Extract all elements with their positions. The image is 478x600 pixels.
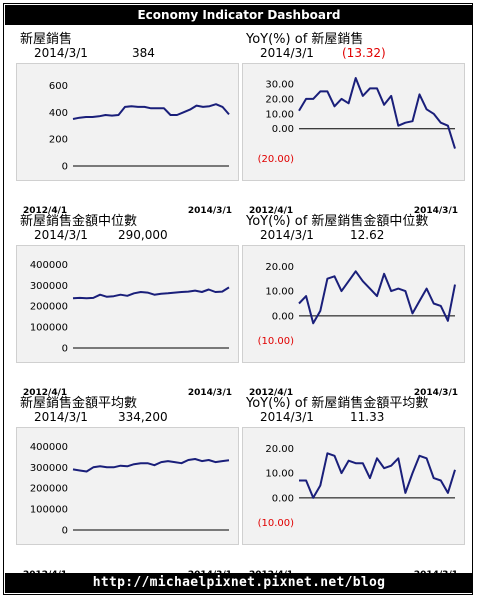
y-tick-label: 20.00 (265, 94, 294, 105)
line-chart: (20.00) 0.00 10.00 20.00 30.00 (258, 77, 456, 165)
y-tick-label: 0 (62, 344, 68, 355)
latest-date: 2014/3/1 (34, 228, 88, 242)
chart-area: 0 200 400 600 2012/4/1 2014/3/1 (16, 63, 239, 216)
x-start-label: 2012/4/1 (23, 206, 68, 216)
y-tick-label: (10.00) (258, 518, 295, 529)
y-tick-label: 400 (49, 108, 68, 119)
panel-median-price-yoy: YoY(%) of 新屋銷售金額中位數 2014/3/1 12.62 (10.0… (240, 210, 470, 398)
dashboard-title: Economy Indicator Dashboard (5, 5, 473, 25)
panel-new-home-sales: 新屋銷售 2014/3/1 384 0 200 400 600 2012/4/1 20… (14, 28, 244, 216)
latest-value: 334,200 (118, 410, 168, 424)
latest-date: 2014/3/1 (34, 46, 88, 60)
chart-area: 0 100000 200000 300000 400000 2012/4/1 2014/… (16, 245, 239, 398)
x-start-label: 2012/4/1 (249, 206, 294, 216)
latest-date: 2014/3/1 (260, 46, 314, 60)
y-tick-label: 0 (62, 526, 68, 537)
line-chart: 0 100000 200000 300000 400000 (30, 442, 230, 537)
y-tick-label: 300000 (30, 281, 68, 292)
latest-date: 2014/3/1 (260, 228, 314, 242)
series-line (72, 458, 230, 473)
x-end-label: 2014/3/1 (187, 206, 232, 216)
latest-value: 290,000 (118, 228, 168, 242)
x-start-label: 2012/4/1 (23, 388, 68, 398)
panel-title: YoY(%) of 新屋銷售金額中位數 (246, 214, 429, 229)
chart-area: (10.00) 0.00 10.00 20.00 2012/4/1 2014/3/1 (242, 245, 465, 398)
panel-title: 新屋銷售金額中位數 (20, 214, 138, 229)
series-line (72, 103, 230, 120)
latest-value: 12.62 (350, 228, 385, 242)
y-tick-label: (20.00) (258, 154, 295, 165)
latest-value: 384 (132, 46, 155, 60)
panel-title: 新屋銷售 (20, 32, 73, 47)
line-chart: (10.00) 0.00 10.00 20.00 (258, 444, 456, 529)
chart-area: (20.00) 0.00 10.00 20.00 30.00 2012/4/1 2014… (242, 63, 465, 216)
panel-average-price-yoy: YoY(%) of 新屋銷售金額平均數 2014/3/1 11.33 (10.0… (240, 392, 470, 580)
y-tick-label: 300000 (30, 463, 68, 474)
panel-title: YoY(%) of 新屋銷售 (246, 32, 364, 47)
y-tick-label: 20.00 (265, 444, 294, 455)
latest-date: 2014/3/1 (34, 410, 88, 424)
y-tick-label: 200000 (30, 302, 68, 313)
series-line (298, 270, 456, 325)
x-end-label: 2014/3/1 (413, 206, 458, 216)
footer-url: http://michaelpixnet.pixnet.net/blog (5, 573, 473, 593)
y-tick-label: 0.00 (272, 311, 294, 322)
line-chart: 0 200 400 600 (49, 81, 230, 173)
y-tick-label: 200000 (30, 484, 68, 495)
y-tick-label: 30.00 (265, 79, 294, 90)
latest-value: (13.32) (342, 46, 386, 60)
y-tick-label: 600 (49, 81, 68, 92)
y-tick-label: 10.00 (265, 287, 294, 298)
y-tick-label: 20.00 (265, 262, 294, 273)
panel-new-home-sales-yoy: YoY(%) of 新屋銷售 2014/3/1 (13.32) (20.00) 0… (240, 28, 470, 216)
panel-title: 新屋銷售金額平均數 (20, 396, 138, 411)
y-tick-label: 10.00 (265, 109, 294, 120)
panel-title: YoY(%) of 新屋銷售金額平均數 (246, 396, 429, 411)
latest-value: 11.33 (350, 410, 385, 424)
y-tick-label: 0 (62, 162, 68, 173)
x-end-label: 2014/3/1 (413, 388, 458, 398)
y-tick-label: 100000 (30, 323, 68, 334)
panel-average-price: 新屋銷售金額平均數 2014/3/1 334,200 0 100000 200000… (14, 392, 244, 580)
x-end-label: 2014/3/1 (187, 388, 232, 398)
series-line (298, 77, 456, 149)
panel-median-price: 新屋銷售金額中位數 2014/3/1 290,000 0 100000 200000… (14, 210, 244, 398)
line-chart: (10.00) 0.00 10.00 20.00 (258, 262, 456, 347)
y-tick-label: 10.00 (265, 469, 294, 480)
y-tick-label: 200 (49, 135, 68, 146)
latest-date: 2014/3/1 (260, 410, 314, 424)
y-tick-label: 0.00 (272, 124, 294, 135)
y-tick-label: 400000 (30, 442, 68, 453)
x-start-label: 2012/4/1 (249, 388, 294, 398)
y-tick-label: 400000 (30, 260, 68, 271)
y-tick-label: 100000 (30, 505, 68, 516)
line-chart: 0 100000 200000 300000 400000 (30, 260, 230, 355)
y-tick-label: 0.00 (272, 493, 294, 504)
y-tick-label: (10.00) (258, 336, 295, 347)
series-line (72, 286, 230, 300)
series-line (299, 452, 456, 499)
